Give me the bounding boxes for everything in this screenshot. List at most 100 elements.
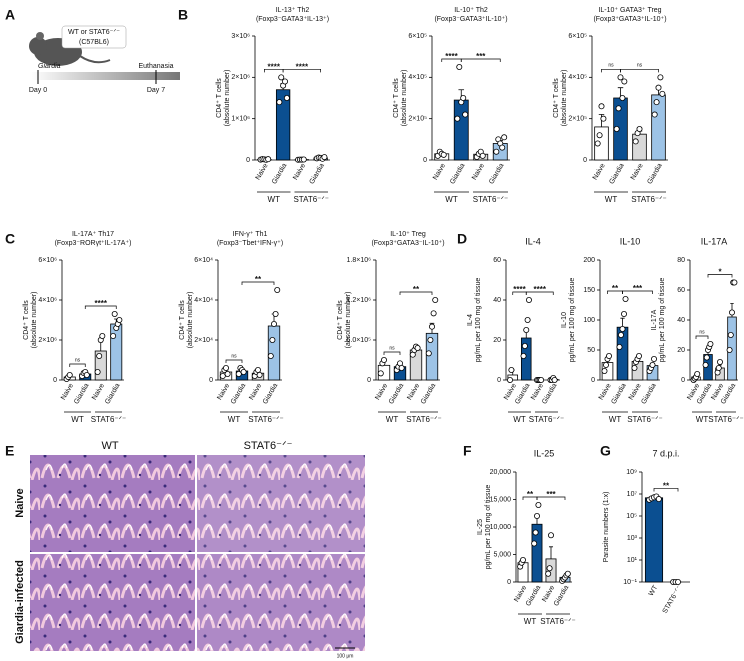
group-label: WT: [513, 415, 526, 424]
y-tick-label: 4×10⁴: [194, 297, 213, 304]
y-axis-label: (absolute number): [224, 70, 231, 127]
data-point: [636, 126, 643, 133]
y-tick-label: 40: [677, 317, 685, 324]
panel-letter: E: [5, 443, 14, 459]
significance-label: ****: [95, 299, 108, 308]
data-point: [621, 78, 628, 85]
data-point: [703, 354, 710, 361]
y-tick-label: 0: [53, 377, 57, 384]
group-label: STAT6⁻ᐟ⁻: [540, 617, 576, 626]
data-point: [116, 316, 123, 323]
error-bar: [98, 341, 103, 351]
significance-label: ****: [513, 285, 526, 294]
data-point: [507, 376, 514, 383]
y-tick-label: 10⁻¹: [623, 579, 637, 586]
data-point: [653, 99, 660, 106]
bar: [110, 323, 123, 381]
data-point: [222, 364, 229, 371]
x-tick-label: WT: [648, 584, 660, 598]
y-tick-label: 60: [677, 287, 685, 294]
data-point: [460, 95, 467, 102]
x-tick-label: Giardia: [104, 382, 121, 405]
data-point: [594, 140, 601, 147]
chart: IFN-γ⁺ Th1 (Foxp3⁻Tbet⁺IFN-γ⁺) CD4⁺ T cell…: [179, 231, 284, 424]
y-tick-label: 10³: [627, 535, 638, 542]
y-tick-label: 0: [367, 377, 371, 384]
data-point: [551, 376, 558, 383]
group-label: WT: [228, 415, 241, 424]
data-point: [715, 364, 722, 371]
data-point: [432, 296, 439, 303]
bar: [651, 94, 666, 161]
x-tick-label: Giardia: [230, 382, 247, 405]
y-tick-label: 0: [209, 377, 213, 384]
endpoint-label: Euthanasia: [138, 63, 173, 70]
data-point: [66, 371, 73, 378]
data-point: [282, 78, 289, 85]
significance-label: **: [663, 482, 670, 491]
significance-bracket: [460, 58, 501, 62]
x-tick-label: Naive: [91, 382, 106, 401]
y-axis-label: IL-10: [561, 312, 568, 328]
significance-label: ****: [296, 62, 309, 71]
y-tick-label: 0: [591, 377, 595, 384]
y-tick-label: 2×10⁴: [194, 337, 213, 344]
y-tick-label: 6×10⁴: [194, 257, 213, 264]
data-point: [276, 99, 283, 106]
data-point: [270, 320, 277, 327]
group-label: STAT6⁻ᐟ⁻: [473, 195, 509, 204]
y-tick-label: 20: [677, 347, 685, 354]
significance-label: ns: [75, 357, 81, 363]
data-point: [240, 368, 247, 375]
y-tick-label: 2×10⁶: [38, 337, 57, 344]
significance-label: ns: [389, 345, 395, 351]
error-bar: [548, 546, 554, 559]
data-point: [425, 350, 432, 357]
group-label: STAT6⁻ᐟ⁻: [627, 415, 663, 424]
data-point: [729, 309, 736, 316]
data-point: [265, 156, 272, 163]
chart-title: IL-10⁺ GATA3⁺ Treg: [598, 7, 661, 14]
data-point: [600, 115, 607, 122]
data-point: [83, 371, 90, 378]
data-point: [267, 352, 274, 359]
x-tick-label: Naive: [292, 162, 307, 181]
y-axis-label: (absolute number): [31, 292, 38, 349]
significance-bracket: [536, 496, 566, 500]
data-point: [615, 105, 622, 112]
data-point: [377, 370, 384, 377]
group-label: WT: [71, 415, 84, 424]
x-tick-label: Naive: [60, 382, 75, 401]
mouse-label-box: [61, 25, 127, 49]
data-point: [548, 532, 555, 539]
chart: IL-10⁺ Treg (Foxp3⁺GATA3⁻IL-10⁺) CD4⁺ T ce…: [337, 231, 445, 424]
chart-subtitle: (Foxp3⁻Tbet⁺IFN-γ⁺): [217, 240, 283, 247]
data-point: [269, 336, 276, 343]
group-label: WT: [696, 415, 709, 424]
group-label: STAT6⁻ᐟ⁻: [708, 415, 744, 424]
significance-bracket: [601, 68, 621, 73]
data-point: [278, 74, 285, 81]
significance-bracket: [695, 335, 709, 339]
data-point: [631, 364, 638, 371]
x-tick-label: Naive: [432, 162, 447, 181]
timeline: [30, 72, 180, 80]
group-label: STAT6⁻ᐟ⁻: [293, 195, 329, 204]
significance-bracket: [622, 290, 653, 294]
data-point: [380, 356, 387, 363]
bar: [632, 133, 647, 161]
scale-bar-label: 100 μm: [337, 653, 354, 659]
chart-title: IFN-γ⁺ Th1: [233, 231, 268, 238]
significance-bracket: [84, 305, 117, 309]
significance-bracket: [241, 281, 275, 285]
panel-letter: D: [457, 231, 467, 247]
group-label: WT: [609, 415, 622, 424]
y-axis-label: pg/mL per 100 mg of tissue: [475, 278, 482, 363]
data-point: [534, 513, 541, 520]
data-point: [501, 134, 508, 141]
group-label: WT: [524, 617, 537, 626]
y-axis-label: CD4⁺ T cells: [179, 300, 186, 340]
data-point: [606, 352, 613, 359]
data-point: [535, 501, 542, 508]
infection-label: Giardia: [38, 63, 61, 70]
